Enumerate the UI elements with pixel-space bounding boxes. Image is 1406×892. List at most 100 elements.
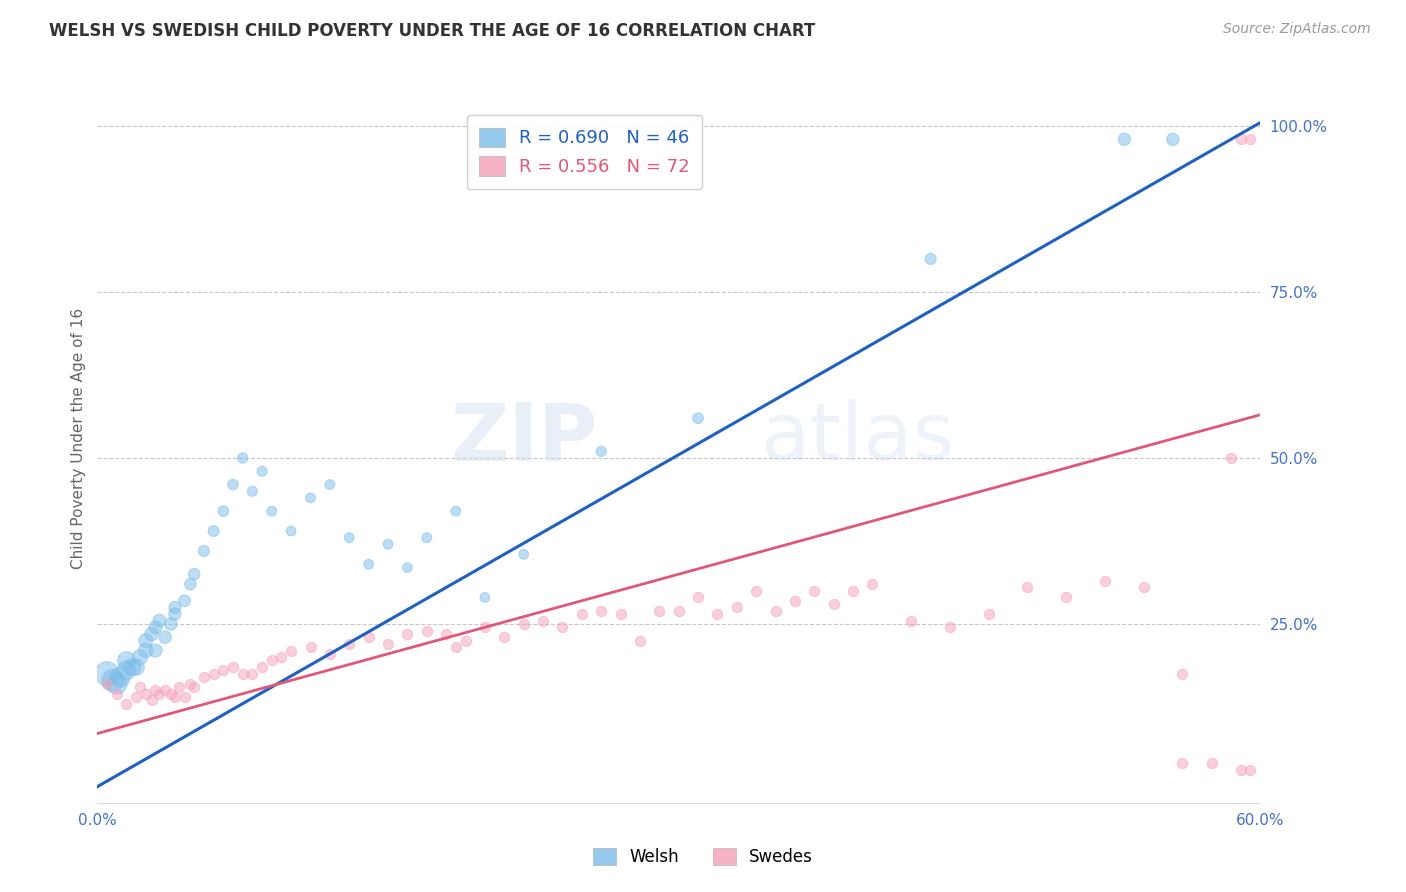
Point [105,677,128,691]
Point [280,643,302,657]
Text: Source: ZipAtlas.com: Source: ZipAtlas.com [1223,22,1371,37]
Point [1229,763,1251,777]
Point [396,560,419,574]
Point [862,577,884,591]
Point [232,450,254,465]
Point [96,677,118,691]
Point [444,640,467,655]
Point [222,477,245,491]
Point [260,504,283,518]
Point [153,683,176,698]
Point [163,690,186,704]
Point [1239,763,1261,777]
Point [179,577,201,591]
Point [1017,581,1039,595]
Point [745,583,768,598]
Point [454,633,477,648]
Point [939,620,962,634]
Point [396,627,419,641]
Point [240,484,263,499]
Point [1229,132,1251,146]
Point [842,583,865,598]
Point [1114,132,1136,146]
Point [337,531,360,545]
Point [153,630,176,644]
Point [250,660,273,674]
Point [232,666,254,681]
Point [686,411,709,425]
Point [377,637,399,651]
Point [179,677,201,691]
Point [115,653,138,667]
Point [434,627,457,641]
Point [1201,756,1223,771]
Point [299,491,322,505]
Point [280,524,302,538]
Point [803,583,825,598]
Point [609,607,631,621]
Point [105,687,128,701]
Point [145,643,167,657]
Point [135,643,157,657]
Point [337,637,360,651]
Point [512,547,534,561]
Point [1239,132,1261,146]
Point [222,660,245,674]
Point [686,591,709,605]
Point [1054,591,1077,605]
Point [319,477,342,491]
Point [531,614,554,628]
Point [167,680,190,694]
Point [193,544,215,558]
Point [193,670,215,684]
Point [474,591,496,605]
Point [977,607,1000,621]
Point [591,444,613,458]
Y-axis label: Child Poverty Under the Age of 16: Child Poverty Under the Age of 16 [72,308,86,569]
Point [135,633,157,648]
Point [357,558,380,572]
Point [444,504,467,518]
Legend: Welsh, Swedes: Welsh, Swedes [585,840,821,875]
Point [163,600,186,615]
Point [571,607,593,621]
Point [474,620,496,634]
Point [135,687,157,701]
Point [357,630,380,644]
Point [250,464,273,478]
Point [668,604,690,618]
Point [110,670,132,684]
Text: atlas: atlas [761,399,955,477]
Point [163,607,186,621]
Point [648,604,671,618]
Point [1171,756,1194,771]
Point [377,537,399,551]
Point [920,252,942,266]
Point [202,524,225,538]
Point [240,666,263,681]
Point [115,697,138,711]
Point [125,660,148,674]
Point [512,617,534,632]
Point [183,680,205,694]
Point [141,627,163,641]
Point [260,653,283,667]
Point [202,666,225,681]
Point [1161,132,1184,146]
Point [212,664,235,678]
Point [706,607,728,621]
Point [145,620,167,634]
Point [319,647,342,661]
Point [416,624,439,638]
Point [173,593,195,607]
Point [183,567,205,582]
Point [1219,450,1241,465]
Point [115,664,138,678]
Point [125,690,148,704]
Point [416,531,439,545]
Point [1094,574,1116,588]
Point [160,687,183,701]
Point [299,640,322,655]
Point [551,620,574,634]
Point [1171,666,1194,681]
